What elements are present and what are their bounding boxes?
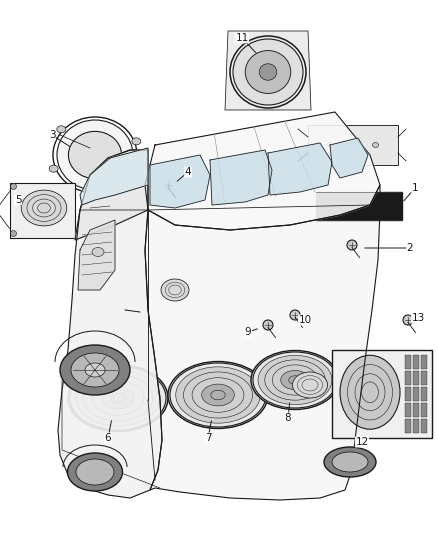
Ellipse shape: [49, 165, 58, 172]
Ellipse shape: [84, 375, 152, 421]
Ellipse shape: [67, 453, 123, 491]
FancyBboxPatch shape: [421, 355, 427, 369]
Text: 1: 1: [412, 183, 418, 193]
Ellipse shape: [201, 384, 234, 406]
FancyBboxPatch shape: [421, 371, 427, 385]
Ellipse shape: [192, 378, 244, 413]
Ellipse shape: [132, 165, 141, 172]
Polygon shape: [75, 150, 148, 240]
Ellipse shape: [259, 64, 277, 80]
Text: 3: 3: [49, 130, 55, 140]
Ellipse shape: [92, 381, 144, 415]
Polygon shape: [80, 148, 148, 205]
FancyBboxPatch shape: [316, 192, 402, 220]
Ellipse shape: [265, 360, 325, 400]
FancyBboxPatch shape: [405, 387, 411, 401]
Ellipse shape: [184, 372, 253, 418]
FancyBboxPatch shape: [405, 371, 411, 385]
Ellipse shape: [281, 370, 309, 390]
Ellipse shape: [71, 353, 119, 387]
Ellipse shape: [176, 367, 260, 423]
Ellipse shape: [57, 126, 66, 133]
Ellipse shape: [245, 51, 291, 93]
FancyBboxPatch shape: [308, 125, 398, 165]
FancyBboxPatch shape: [332, 350, 432, 438]
FancyBboxPatch shape: [10, 182, 74, 238]
FancyBboxPatch shape: [421, 419, 427, 433]
Ellipse shape: [21, 190, 67, 226]
Ellipse shape: [324, 447, 376, 477]
Text: 13: 13: [411, 313, 424, 323]
Circle shape: [403, 315, 413, 325]
FancyBboxPatch shape: [405, 419, 411, 433]
Text: 4: 4: [185, 167, 191, 177]
Ellipse shape: [68, 365, 168, 432]
Ellipse shape: [332, 452, 368, 472]
Polygon shape: [58, 150, 162, 498]
Ellipse shape: [258, 356, 332, 405]
Ellipse shape: [168, 361, 268, 429]
Ellipse shape: [68, 131, 122, 179]
Ellipse shape: [170, 363, 266, 427]
Ellipse shape: [251, 351, 339, 409]
FancyBboxPatch shape: [413, 371, 419, 385]
Ellipse shape: [92, 247, 104, 256]
Ellipse shape: [102, 387, 134, 409]
Polygon shape: [145, 112, 380, 230]
FancyBboxPatch shape: [421, 403, 427, 417]
FancyBboxPatch shape: [405, 355, 411, 369]
Ellipse shape: [60, 345, 130, 395]
Ellipse shape: [328, 142, 333, 148]
Text: 9: 9: [245, 327, 251, 337]
Circle shape: [263, 320, 273, 330]
Polygon shape: [145, 185, 380, 500]
FancyBboxPatch shape: [413, 403, 419, 417]
Ellipse shape: [372, 142, 378, 148]
Ellipse shape: [340, 356, 400, 429]
Circle shape: [11, 230, 17, 237]
Ellipse shape: [350, 142, 356, 148]
Circle shape: [347, 240, 357, 250]
Ellipse shape: [76, 370, 160, 426]
Ellipse shape: [161, 279, 189, 301]
Ellipse shape: [76, 459, 114, 485]
Circle shape: [163, 180, 173, 190]
Text: 6: 6: [105, 433, 111, 443]
Ellipse shape: [132, 138, 141, 145]
Text: 5: 5: [15, 195, 21, 205]
Text: 7: 7: [205, 433, 211, 443]
Ellipse shape: [70, 366, 166, 430]
FancyBboxPatch shape: [413, 419, 419, 433]
FancyBboxPatch shape: [421, 387, 427, 401]
Text: 12: 12: [355, 437, 369, 447]
Ellipse shape: [253, 352, 337, 408]
Text: 8: 8: [285, 413, 291, 423]
Polygon shape: [78, 220, 115, 290]
Polygon shape: [210, 150, 272, 205]
FancyBboxPatch shape: [413, 355, 419, 369]
Circle shape: [11, 183, 17, 190]
Ellipse shape: [85, 363, 105, 377]
Polygon shape: [150, 155, 210, 208]
Text: 10: 10: [298, 315, 311, 325]
Ellipse shape: [57, 120, 133, 190]
Text: 2: 2: [407, 243, 413, 253]
FancyBboxPatch shape: [405, 403, 411, 417]
Ellipse shape: [272, 365, 318, 395]
FancyBboxPatch shape: [413, 387, 419, 401]
Ellipse shape: [233, 39, 303, 105]
Polygon shape: [268, 143, 332, 195]
Ellipse shape: [293, 372, 328, 398]
Polygon shape: [330, 138, 368, 178]
Text: 11: 11: [235, 33, 249, 43]
Polygon shape: [225, 31, 311, 110]
Circle shape: [290, 310, 300, 320]
